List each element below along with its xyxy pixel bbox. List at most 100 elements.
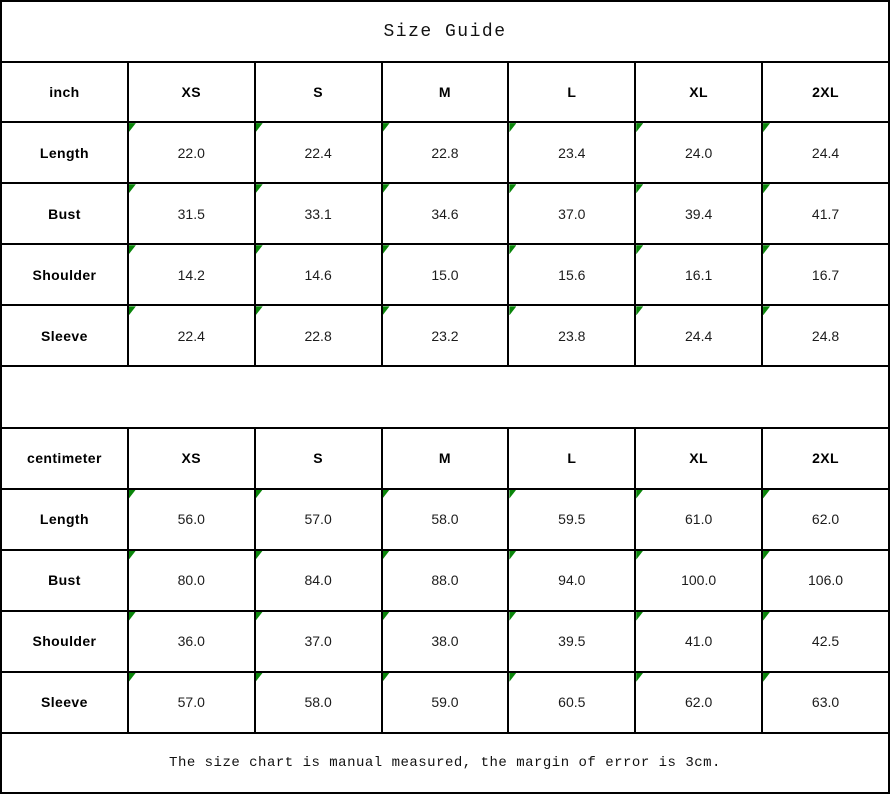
unit-header-inch: inch [0,61,129,124]
size-value-cell: 57.0 [126,670,256,734]
green-corner-flag-icon [637,246,644,255]
size-value-cell: 16.1 [634,243,764,307]
size-value: 61.0 [685,511,713,528]
table-row: Length 22.0 22.4 22.8 23.4 24.0 24.4 [0,121,890,185]
size-header-s: S [253,61,383,124]
size-value: 42.5 [811,633,840,650]
table-row: Bust 31.5 33.1 34.6 37.0 39.4 41.7 [0,182,890,246]
size-value: 36.0 [177,633,205,650]
size-value: 59.0 [431,694,459,711]
green-corner-flag-icon [129,551,136,560]
size-value-cell: 24.8 [761,304,890,368]
page-title: Size Guide [0,0,890,64]
size-value: 14.6 [304,266,332,283]
size-header-l: L [507,61,637,124]
row-label-sleeve: Sleeve [0,670,129,734]
size-value-cell: 58.0 [253,670,383,734]
size-value-cell: 22.0 [126,121,256,185]
size-value: 59.5 [558,511,586,528]
green-corner-flag-icon [510,612,517,621]
size-value: 80.0 [177,572,205,589]
green-corner-flag-icon [129,185,136,194]
green-corner-flag-icon [510,246,517,255]
size-value-cell: 33.1 [253,182,383,246]
size-value-cell: 37.0 [507,182,637,246]
table-row: Sleeve 22.4 22.8 23.2 23.8 24.4 24.8 [0,304,890,368]
size-value-cell: 59.5 [507,487,637,551]
size-value: 15.6 [558,266,586,283]
measurement-note: The size chart is manual measured, the m… [0,731,890,794]
size-value: 24.0 [685,144,713,161]
size-value-cell: 37.0 [253,609,383,673]
size-value: 23.2 [431,327,459,344]
green-corner-flag-icon [129,124,136,133]
size-value-cell: 39.5 [507,609,637,673]
size-value: 14.2 [177,266,205,283]
size-value: 100.0 [681,572,717,589]
green-corner-flag-icon [256,612,263,621]
green-corner-flag-icon [764,185,771,194]
size-value-cell: 14.6 [253,243,383,307]
size-value: 41.7 [811,205,840,222]
size-value: 57.0 [304,511,332,528]
size-value: 23.4 [558,144,586,161]
green-corner-flag-icon [637,124,644,133]
size-value-cell: 56.0 [126,487,256,551]
size-value-cell: 16.7 [761,243,890,307]
green-corner-flag-icon [764,673,771,682]
green-corner-flag-icon [764,124,771,133]
size-value-cell: 80.0 [126,548,256,612]
size-value: 60.5 [558,694,586,711]
green-corner-flag-icon [637,490,644,499]
size-value-cell: 24.4 [761,121,890,185]
green-corner-flag-icon [510,185,517,194]
size-value: 31.5 [177,205,205,222]
size-header-s: S [253,427,383,490]
size-value: 63.0 [811,694,840,711]
green-corner-flag-icon [510,307,517,316]
unit-header-centimeter: centimeter [0,427,129,490]
row-label-shoulder: Shoulder [0,609,129,673]
green-corner-flag-icon [256,551,263,560]
table-row: inch XS S M L XL 2XL [0,61,890,124]
table-row: Shoulder 14.2 14.6 15.0 15.6 16.1 16.7 [0,243,890,307]
size-value-cell: 39.4 [634,182,764,246]
size-value: 56.0 [177,511,205,528]
green-corner-flag-icon [764,246,771,255]
size-value-cell: 60.5 [507,670,637,734]
table-row: centimeter XS S M L XL 2XL [0,427,890,490]
size-value-cell: 100.0 [634,548,764,612]
green-corner-flag-icon [383,673,390,682]
size-value-cell: 41.7 [761,182,890,246]
row-label-bust: Bust [0,548,129,612]
green-corner-flag-icon [764,307,771,316]
green-corner-flag-icon [510,551,517,560]
green-corner-flag-icon [637,185,644,194]
size-value-cell: 57.0 [253,487,383,551]
size-value: 22.8 [431,144,459,161]
table-row: Bust 80.0 84.0 88.0 94.0 100.0 106.0 [0,548,890,612]
green-corner-flag-icon [637,307,644,316]
size-value-cell: 36.0 [126,609,256,673]
green-corner-flag-icon [129,307,136,316]
green-corner-flag-icon [256,673,263,682]
table-row: Sleeve 57.0 58.0 59.0 60.5 62.0 63.0 [0,670,890,734]
size-header-xs: XS [126,427,256,490]
size-value-cell: 34.6 [380,182,510,246]
size-value-cell: 63.0 [761,670,890,734]
size-value-cell: 23.2 [380,304,510,368]
size-value: 88.0 [431,572,459,589]
size-value: 41.0 [685,633,713,650]
size-value-cell: 88.0 [380,548,510,612]
size-value-cell: 23.4 [507,121,637,185]
green-corner-flag-icon [383,307,390,316]
green-corner-flag-icon [383,490,390,499]
size-value: 22.4 [304,144,332,161]
size-value-cell: 15.0 [380,243,510,307]
size-value-cell: 58.0 [380,487,510,551]
size-value-cell: 22.4 [253,121,383,185]
size-value: 57.0 [177,694,205,711]
green-corner-flag-icon [256,124,263,133]
